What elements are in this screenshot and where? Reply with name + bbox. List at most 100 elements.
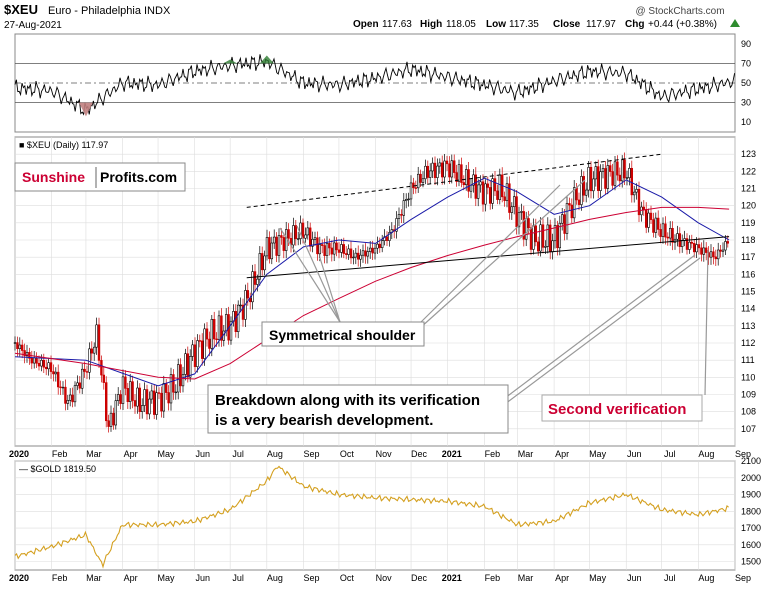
candle-body [201, 340, 204, 359]
candle-body [524, 218, 528, 240]
candle-body [534, 225, 538, 243]
gold-tick-label: 1500 [741, 557, 761, 567]
candle-body [347, 248, 350, 255]
candle-body [491, 178, 494, 204]
rsi-overbought-mark [223, 59, 238, 64]
candle-body [308, 227, 312, 247]
candle-body [409, 182, 413, 200]
candle-body [503, 196, 506, 201]
gold-x-label: Feb [485, 573, 501, 583]
candle-body [23, 350, 26, 357]
low-value: 117.35 [509, 19, 539, 30]
price-x-label: Mar [86, 449, 102, 459]
candle-body [85, 371, 89, 373]
gold-x-label: 2021 [442, 573, 462, 583]
candle-body [457, 164, 461, 182]
candle-body [572, 187, 576, 219]
gold-tick-label: 2000 [741, 473, 761, 483]
brand-box [14, 162, 186, 192]
candle-body [716, 249, 720, 260]
candle-body [225, 314, 228, 332]
candle-body [124, 376, 127, 389]
candle-body [376, 243, 379, 249]
candle-body [44, 366, 48, 370]
candle-body [424, 165, 427, 180]
candle-body [388, 232, 391, 241]
candle-body [556, 225, 559, 249]
candle-body [193, 344, 197, 367]
candle-body [402, 200, 405, 216]
price-x-label: Feb [485, 449, 501, 459]
candle-body [719, 249, 722, 252]
candle-body [213, 319, 216, 340]
price-x-label: May [589, 449, 607, 459]
candle-body [275, 236, 278, 256]
gold-x-label: Feb [52, 573, 68, 583]
candle-body [112, 412, 115, 426]
verification-pointer [704, 249, 709, 396]
ma50-line [14, 177, 730, 387]
candle-body [352, 256, 355, 259]
candle-body [61, 386, 65, 389]
candle-body [220, 315, 223, 341]
candle-body [301, 222, 305, 239]
candle-body [592, 178, 595, 192]
candle-body [105, 382, 108, 422]
price-x-label: Feb [52, 449, 68, 459]
rsi-tick-label: 90 [741, 39, 751, 49]
candle-body [66, 400, 70, 404]
candle-body [606, 165, 610, 189]
candle-body [522, 211, 526, 240]
candle-body [306, 227, 309, 236]
candle-body [644, 209, 648, 228]
candle-body [601, 168, 605, 172]
candle-body [356, 252, 360, 260]
candle-body [709, 251, 713, 258]
candle-body [481, 181, 485, 205]
candle-body [671, 228, 674, 243]
candle-body [18, 344, 21, 349]
candle-body [700, 247, 703, 255]
candle-body [196, 340, 199, 367]
candle-body [565, 203, 569, 234]
candle-body [54, 371, 58, 375]
candle-body [284, 229, 288, 251]
candle-body [404, 199, 408, 202]
candle-body [320, 244, 324, 246]
price-x-label: Aug [267, 449, 283, 459]
candle-body [155, 392, 158, 415]
candle-body [162, 383, 165, 412]
gold-tick-label: 1800 [741, 506, 761, 516]
candle-body [472, 174, 475, 186]
gold-x-label: Aug [267, 573, 283, 583]
candle-body [515, 196, 518, 228]
candle-body [42, 359, 46, 368]
candle-body [496, 190, 499, 200]
candle-body [198, 340, 201, 342]
candle-body [153, 390, 156, 415]
breakdown-line2: is a very bearish development. [215, 412, 433, 429]
candle-body [702, 247, 706, 255]
candle-body [527, 218, 530, 228]
candle-body [488, 187, 492, 204]
candle-body [385, 236, 389, 241]
candle-body [52, 371, 55, 375]
rsi-tick-label: 10 [741, 117, 751, 127]
candle-body [460, 164, 463, 183]
candle-body [452, 160, 456, 173]
price-tick-label: 120 [741, 201, 756, 211]
candle-body [558, 222, 562, 249]
candle-body [296, 238, 300, 240]
price-tick-label: 107 [741, 424, 756, 434]
candle-body [340, 244, 343, 253]
candle-body [680, 240, 684, 247]
candle-body [330, 247, 333, 255]
candle-body [294, 225, 297, 240]
candle-body [83, 368, 86, 372]
candle-body [594, 166, 598, 180]
gold-tick-label: 1700 [741, 523, 761, 533]
candle-body [90, 348, 94, 354]
symbol-label: $XEU [4, 2, 38, 17]
chg-label: Chg [625, 19, 644, 30]
gold-x-label: Jul [232, 573, 244, 583]
